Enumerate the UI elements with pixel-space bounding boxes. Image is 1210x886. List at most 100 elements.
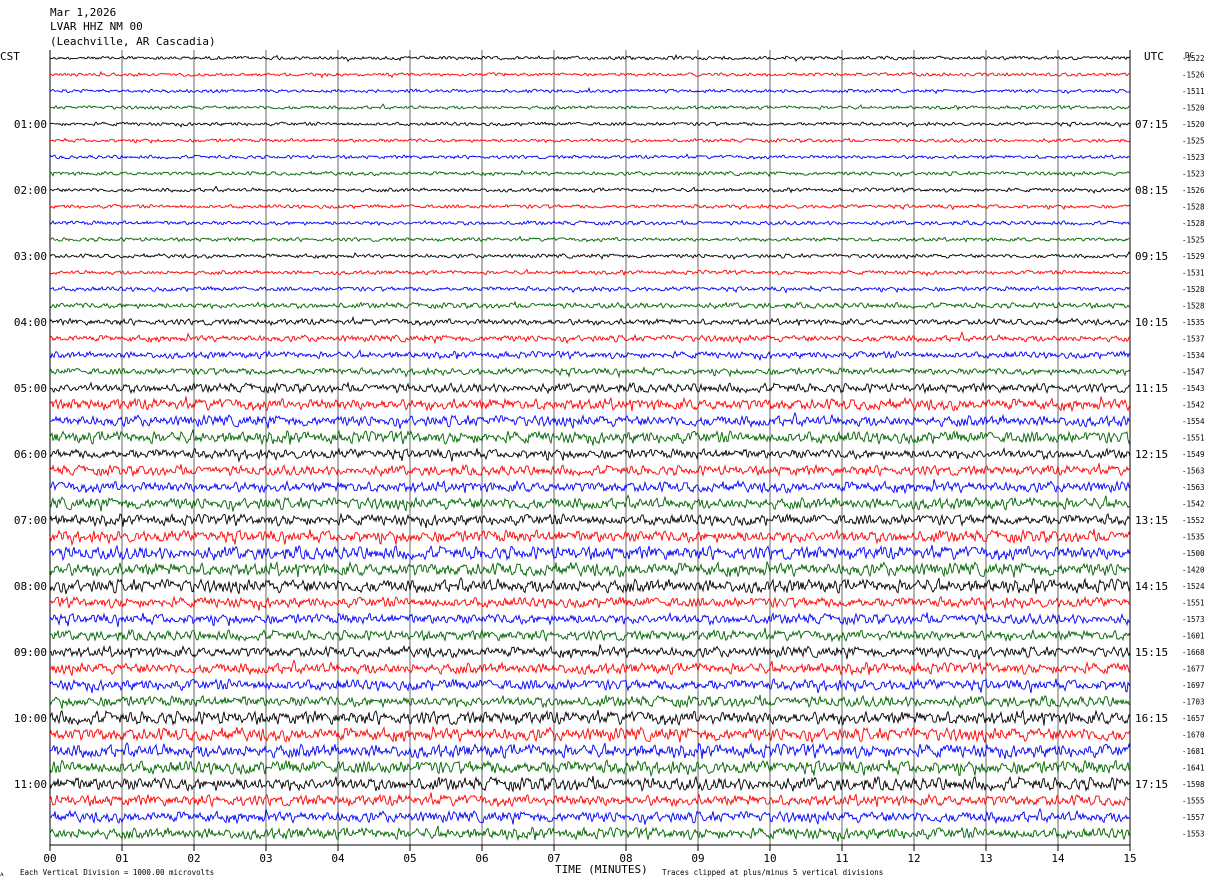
trace-42 xyxy=(49,726,1131,743)
x-tick-label: 03 xyxy=(259,852,272,865)
dc-offset-label: -1670 xyxy=(1182,731,1205,740)
trace-32 xyxy=(49,560,1131,578)
x-axis-title: TIME (MINUTES) xyxy=(555,863,648,876)
x-tick-label: 08 xyxy=(619,852,632,865)
trace-17 xyxy=(49,315,1131,327)
trace-15 xyxy=(49,285,1131,294)
x-tick-label: 02 xyxy=(187,852,200,865)
utc-hour-label: 11:15 xyxy=(1135,382,1168,395)
dc-offset-label: -1528 xyxy=(1182,219,1205,228)
x-axis-ticks: 00 01 02 03 04 05 06 07 08 09 10 11 12 13 14 15 xyxy=(43,845,1137,865)
dc-offset-label: -1525 xyxy=(1182,137,1205,146)
trace-4 xyxy=(49,103,1131,111)
trace-36 xyxy=(49,627,1131,643)
trace-16 xyxy=(49,300,1131,310)
header-location: (Leachville, AR Cascadia) xyxy=(50,35,216,48)
trace-31 xyxy=(49,544,1131,562)
dc-offset-label: -1523 xyxy=(1182,170,1205,179)
dc-offset-label: -1703 xyxy=(1182,698,1205,707)
dc-offset-label: -1542 xyxy=(1182,500,1205,509)
dc-offset-label: -1677 xyxy=(1182,665,1205,674)
x-tick-label: 15 xyxy=(1123,852,1136,865)
dc-offset-label: -1523 xyxy=(1182,153,1205,162)
dc-offset-label: -1547 xyxy=(1182,368,1205,377)
cst-hour-label: 02:00 xyxy=(14,184,47,197)
right-timezone-label: UTC xyxy=(1144,50,1164,63)
x-tick-label: 13 xyxy=(979,852,992,865)
dc-offset-label: -1573 xyxy=(1182,615,1205,624)
dc-offset-label: -1552 xyxy=(1182,516,1205,525)
left-timezone-label: CST xyxy=(0,50,20,63)
dc-offset-label: -1529 xyxy=(1182,252,1205,261)
trace-47 xyxy=(49,807,1131,825)
dc-offset-label: -1511 xyxy=(1182,87,1205,96)
trace-33 xyxy=(49,577,1131,595)
trace-22 xyxy=(49,396,1131,413)
trace-5 xyxy=(49,121,1131,128)
dc-offset-label: -1598 xyxy=(1182,780,1205,789)
trace-27 xyxy=(49,479,1131,495)
trace-9 xyxy=(49,185,1130,195)
trace-21 xyxy=(49,381,1131,395)
trace-24 xyxy=(49,429,1131,446)
cst-hour-label: 07:00 xyxy=(14,514,47,527)
trace-8 xyxy=(49,169,1131,178)
utc-hour-labels: 07:15 08:15 09:15 10:15 11:15 12:15 13:15 14:15… xyxy=(1135,118,1168,791)
trace-34 xyxy=(49,595,1131,611)
dc-offset-label: -1601 xyxy=(1182,632,1205,641)
minute-gridlines xyxy=(49,50,1131,845)
trace-25 xyxy=(49,447,1131,463)
clip-note: Traces clipped at plus/minus 5 vertical … xyxy=(662,868,883,877)
trace-48 xyxy=(49,825,1131,842)
scale-note: Each Vertical Division = 1000.00 microvo… xyxy=(20,868,214,877)
dc-offset-label: -1535 xyxy=(1182,533,1205,542)
x-tick-label: 01 xyxy=(115,852,128,865)
dc-offset-label: -1537 xyxy=(1182,335,1205,344)
utc-hour-label: 17:15 xyxy=(1135,778,1168,791)
trace-23 xyxy=(49,411,1131,429)
x-tick-label: 06 xyxy=(475,852,488,865)
footer-mark: ᴀ xyxy=(0,869,4,878)
cst-hour-label: 06:00 xyxy=(14,448,47,461)
cst-hour-label: 05:00 xyxy=(14,382,47,395)
x-tick-label: 00 xyxy=(43,852,56,865)
cst-hour-label: 08:00 xyxy=(14,580,47,593)
trace-26 xyxy=(49,463,1131,478)
dc-offset-label: -1641 xyxy=(1182,764,1205,773)
trace-11 xyxy=(49,219,1131,226)
x-tick-label: 09 xyxy=(691,852,704,865)
trace-19 xyxy=(49,349,1131,361)
dc-offset-label: -1543 xyxy=(1182,384,1205,393)
dc-offset-label: -1534 xyxy=(1182,351,1205,360)
trace-1 xyxy=(49,54,1131,63)
trace-39 xyxy=(49,678,1131,694)
utc-hour-label: 14:15 xyxy=(1135,580,1168,593)
dc-offset-label: -1526 xyxy=(1182,186,1205,195)
dc-offset-label: -1520 xyxy=(1182,120,1205,129)
trace-14 xyxy=(49,268,1131,277)
utc-hour-label: 15:15 xyxy=(1135,646,1168,659)
utc-hour-label: 16:15 xyxy=(1135,712,1168,725)
cst-hour-label: 09:00 xyxy=(14,646,47,659)
trace-20 xyxy=(49,366,1131,379)
dc-offset-label: -1531 xyxy=(1182,269,1205,278)
trace-44 xyxy=(49,759,1131,778)
dc-offset-label: -1542 xyxy=(1182,401,1205,410)
trace-3 xyxy=(49,86,1131,95)
x-tick-label: 07 xyxy=(547,852,560,865)
utc-hour-label: 08:15 xyxy=(1135,184,1168,197)
trace-35 xyxy=(49,611,1131,627)
trace-38 xyxy=(49,659,1131,676)
dc-offset-label: -1522 xyxy=(1182,54,1205,63)
trace-46 xyxy=(49,792,1131,809)
x-tick-label: 05 xyxy=(403,852,416,865)
utc-hour-label: 09:15 xyxy=(1135,250,1168,263)
dc-offset-label: -1563 xyxy=(1182,483,1205,492)
dc-offset-label: -1535 xyxy=(1182,318,1205,327)
dc-offset-label: -1520 xyxy=(1182,104,1205,113)
utc-hour-label: 10:15 xyxy=(1135,316,1168,329)
utc-hour-label: 13:15 xyxy=(1135,514,1168,527)
trace-40 xyxy=(49,694,1131,709)
dc-offset-label: -1528 xyxy=(1182,302,1205,311)
